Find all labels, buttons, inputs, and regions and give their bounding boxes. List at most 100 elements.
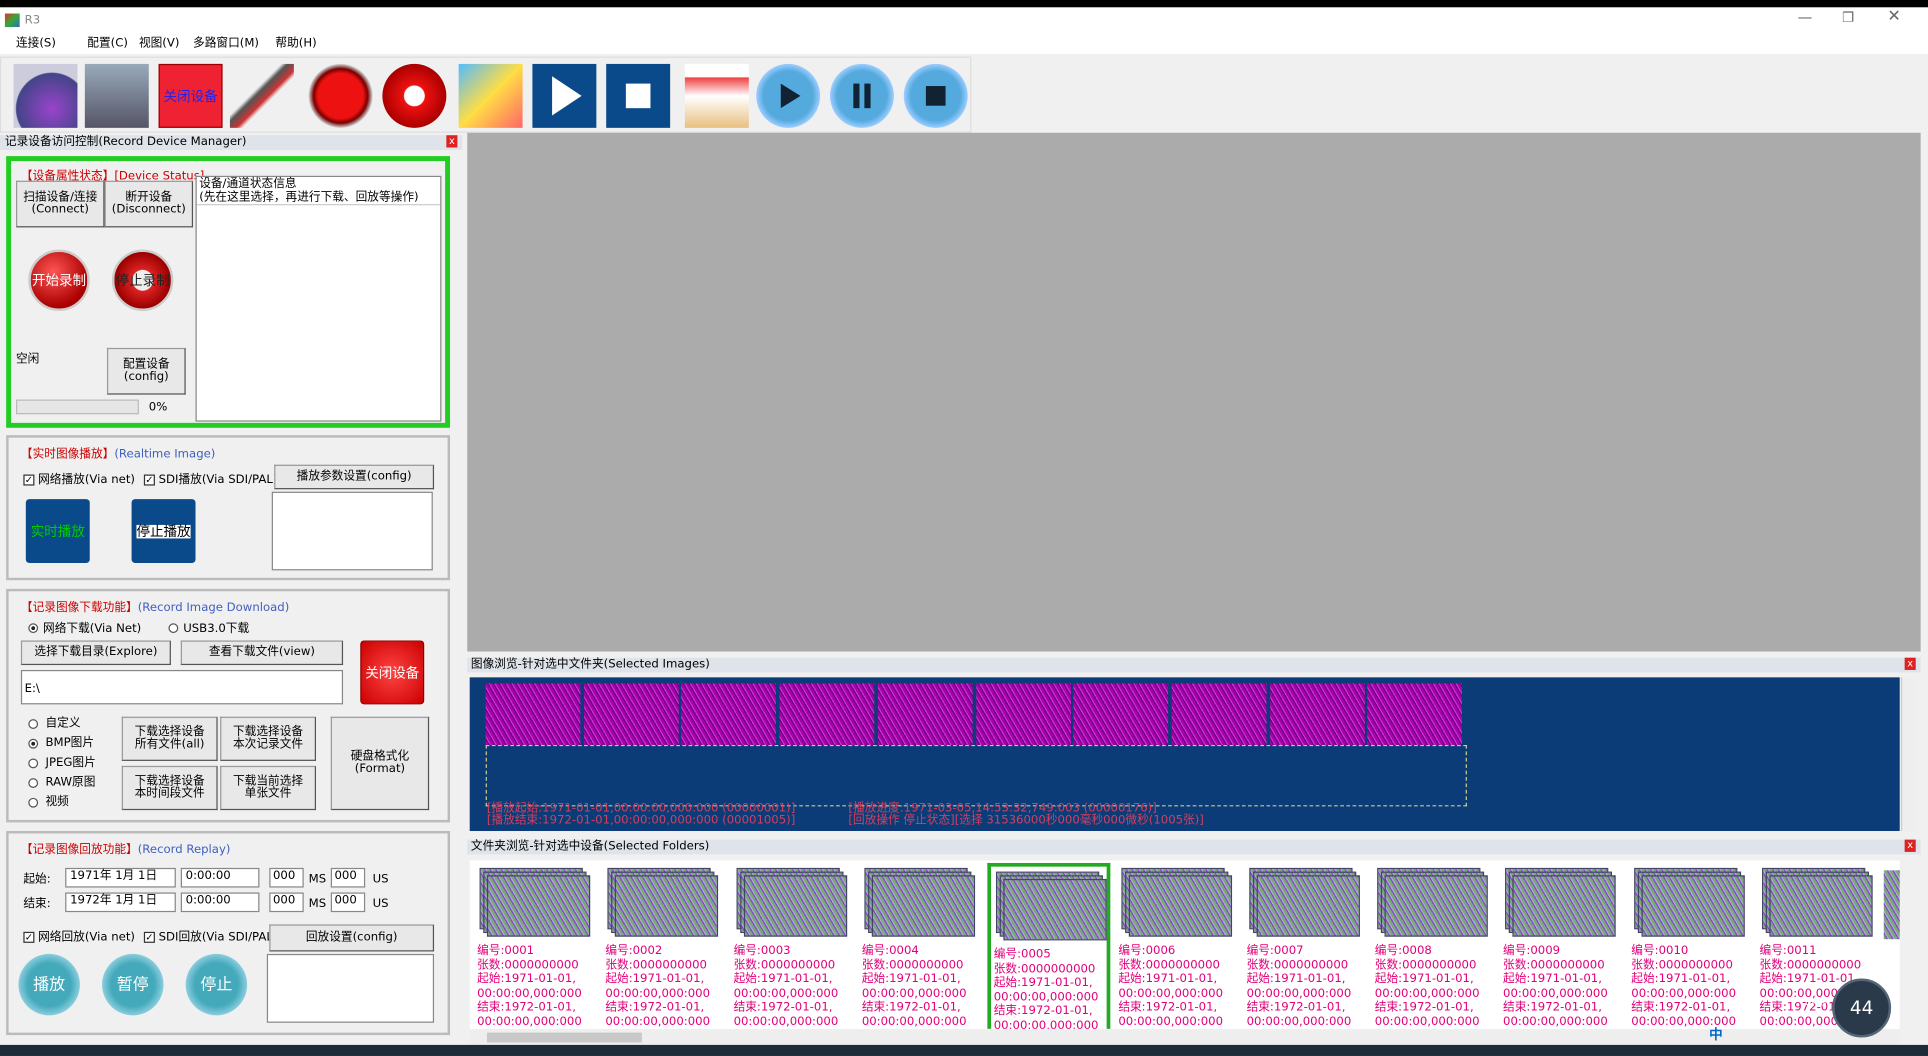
h-scrollbar[interactable] <box>469 1030 1900 1045</box>
folder-item[interactable]: 编号:0010 张数:0000000000 起始:1971-01-01, 00:00:… <box>1629 863 1752 1029</box>
radio[interactable] <box>28 778 39 788</box>
image-thumbnail[interactable] <box>975 683 1071 745</box>
replay-pause-icon[interactable] <box>829 63 894 128</box>
radio[interactable] <box>168 623 179 634</box>
menu-item[interactable]: 视图(V) <box>138 36 180 51</box>
folder-item[interactable]: 编号:0005 张数:0000000000 起始:1971-01-01, 00:00:… <box>987 862 1111 1029</box>
explore-button[interactable]: 选择下载目录(Explore) <box>20 640 171 666</box>
folder-info: 起始:1971-01-01, <box>1631 972 1731 986</box>
checkbox[interactable]: ✓ <box>143 474 155 486</box>
replay-stop-icon[interactable] <box>903 63 968 128</box>
image-thumbnail[interactable] <box>485 683 581 745</box>
time-input[interactable]: 0:00:00 <box>180 867 260 888</box>
folder-thumbnail <box>1384 875 1488 937</box>
device-info-list[interactable]: 设备/通道状态信息 (先在这里选择，再进行下载、回放等操作) <box>195 175 442 422</box>
replay-group: 【记录图像回放功能】(Record Replay) 起始: 1971年 1月 1日… <box>6 831 451 1036</box>
menu-item[interactable]: 配置(C) <box>87 36 128 51</box>
view-button[interactable]: 查看下载文件(view) <box>180 640 344 666</box>
close-device-icon[interactable]: 关闭设备 <box>158 63 223 128</box>
folder-info: 00:00:00,000:000 <box>993 1018 1099 1029</box>
replay-play-icon[interactable] <box>756 63 821 128</box>
label: 单张文件 <box>244 786 292 801</box>
replay-button[interactable]: 停止 <box>185 953 248 1016</box>
stop-record-button[interactable]: 停止录制 <box>111 249 174 312</box>
scrollbar[interactable] <box>1900 677 1916 832</box>
folder-item[interactable]: 编号:0003 张数:0000000000 起始:1971-01-01, 00:00:… <box>731 863 854 1029</box>
connect-button[interactable]: 扫描设备/连接 (Connect) <box>15 180 105 228</box>
replay-icon[interactable] <box>684 63 749 128</box>
format-button[interactable]: 硬盘格式化 (Format) <box>330 716 430 811</box>
video-icon[interactable] <box>458 63 523 128</box>
download-button[interactable]: 下载当前选择 单张文件 <box>220 765 317 811</box>
tools-icon[interactable] <box>229 63 294 128</box>
top-edge <box>0 0 1928 8</box>
image-thumbnail[interactable] <box>877 683 973 745</box>
time-input[interactable]: 0:00:00 <box>180 892 260 913</box>
date-picker[interactable]: 1972年 1月 1日 <box>65 892 176 913</box>
folder-info: 编号:0009 <box>1503 944 1561 958</box>
menu-item[interactable]: 连接(S) <box>15 36 56 51</box>
folder-item[interactable]: 编号:0001 张数:0000000000 起始:1971-01-01, 00:00:… <box>475 863 598 1029</box>
gauge-value: 44 <box>1849 996 1874 1019</box>
ms-input[interactable]: 000 <box>269 867 304 888</box>
path-input[interactable]: E:\ <box>20 669 344 705</box>
disconnect-button[interactable]: 断开设备 (Disconnect) <box>104 180 194 228</box>
folder-item[interactable]: 编号:0009 张数:0000000000 起始:1971-01-01, 00:00:… <box>1501 863 1624 1029</box>
folder-item[interactable]: 编号:0006 张数:0000000000 起始:1971-01-01, 00:00:… <box>1116 863 1239 1029</box>
ms-input[interactable]: 000 <box>269 892 304 913</box>
checkbox[interactable]: ✓ <box>23 931 35 943</box>
image-thumbnail[interactable] <box>779 683 875 745</box>
config-button[interactable]: 配置设备 (config) <box>106 347 186 395</box>
download-button[interactable]: 下载选择设备 所有文件(all) <box>121 716 218 761</box>
close-device-button[interactable]: 关闭设备 <box>360 640 425 705</box>
radio[interactable] <box>28 623 39 634</box>
folder-thumbnail <box>1128 875 1232 937</box>
us-input[interactable]: 000 <box>330 892 366 913</box>
image-thumbnail[interactable] <box>1171 683 1267 745</box>
radio[interactable] <box>28 797 39 808</box>
restore[interactable]: ❐ <box>1841 9 1855 26</box>
replay-button[interactable]: 播放 <box>18 953 80 1016</box>
replay-button[interactable]: 暂停 <box>102 953 164 1016</box>
stop-icon[interactable] <box>606 63 671 128</box>
close[interactable]: ✕ <box>1887 7 1901 26</box>
path-text: E:\ <box>24 682 40 696</box>
menu-item[interactable]: 多路窗口(M) <box>193 36 259 51</box>
download-button[interactable]: 下载选择设备 本次记录文件 <box>220 716 317 761</box>
play-icon[interactable] <box>532 63 597 128</box>
image-thumbnail[interactable] <box>583 683 679 745</box>
checkbox[interactable]: ✓ <box>23 474 35 486</box>
radio[interactable] <box>28 758 39 769</box>
play-config-button[interactable]: 播放参数设置(config) <box>274 464 435 490</box>
folder-item[interactable]: 编号:0011 张数:0000000000 起始:1971-01-01, 00:00:… <box>1757 863 1880 1029</box>
folder-item[interactable]: 编号:0007 张数:0000000000 起始:1971-01-01, 00:00:… <box>1244 863 1367 1029</box>
us-input[interactable]: 000 <box>330 867 366 888</box>
start-record-button[interactable]: 开始录制 <box>28 249 90 312</box>
stop-record-icon[interactable] <box>382 63 447 128</box>
image-thumbnail[interactable] <box>1367 683 1463 745</box>
download-button[interactable]: 下载选择设备 本时间段文件 <box>121 765 218 811</box>
realtime-stop-button[interactable]: 停止播放 <box>131 499 196 564</box>
realtime-play-button[interactable]: 实时播放 <box>25 499 90 564</box>
record-icon[interactable] <box>308 63 373 128</box>
folder-info: 结束:1972-01-01, <box>1374 1000 1474 1015</box>
replay-config-button[interactable]: 回放设置(config) <box>269 924 435 952</box>
folder-item[interactable]: 编号:0008 张数:0000000000 起始:1971-01-01, 00:00:… <box>1372 863 1495 1029</box>
menu-item[interactable]: 帮助(H) <box>275 36 317 51</box>
status-text: 空闲 <box>15 352 40 367</box>
realtime-group: 【实时图像播放】(Realtime Image) ✓ 网络播放(Via net)… <box>6 435 451 581</box>
radio[interactable] <box>28 738 39 749</box>
connect-icon[interactable] <box>13 63 78 128</box>
minimize[interactable]: — <box>1797 8 1813 26</box>
playback-info: [播放结束:1972-01-01,00:00:00,000:000 (00001… <box>486 813 796 828</box>
disconnect-icon[interactable] <box>84 63 149 128</box>
date-picker[interactable]: 1971年 1月 1日 <box>65 867 176 888</box>
image-thumbnail[interactable] <box>1073 683 1169 745</box>
folder-item[interactable]: 编号:0002 张数:0000000000 起始:1971-01-01, 00:00:… <box>603 863 726 1029</box>
checkbox[interactable]: ✓ <box>143 931 155 943</box>
radio[interactable] <box>28 719 39 729</box>
folder-item[interactable]: 编号:0004 张数:0000000000 起始:1971-01-01, 00:00:… <box>859 863 982 1029</box>
label: 停止 <box>200 975 233 994</box>
image-thumbnail[interactable] <box>681 683 777 745</box>
image-thumbnail[interactable] <box>1269 683 1365 745</box>
